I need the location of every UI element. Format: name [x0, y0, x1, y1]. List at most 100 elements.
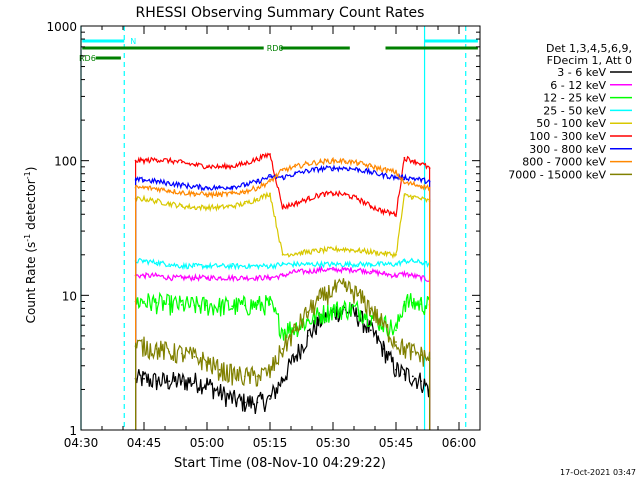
series-line-1 — [135, 303, 431, 430]
series-8 — [134, 156, 431, 430]
data-point — [403, 194, 406, 197]
data-point — [369, 171, 372, 174]
series-line-5 — [135, 191, 431, 430]
data-point — [281, 263, 284, 266]
data-point — [218, 193, 221, 196]
series-line-2 — [135, 265, 431, 430]
series-5 — [134, 191, 431, 430]
data-point — [231, 205, 234, 207]
data-point — [206, 206, 208, 209]
data-point — [218, 186, 221, 189]
data-point — [218, 265, 221, 267]
legend-label: 3 - 6 keV — [557, 66, 606, 79]
data-point — [256, 401, 259, 404]
data-point — [332, 159, 334, 162]
y-label-part-2: detector — [24, 179, 38, 234]
data-point — [332, 167, 334, 170]
legend-label: 12 - 25 keV — [543, 92, 606, 105]
y-label-exponent-1: -1 — [23, 234, 32, 242]
series-9 — [134, 278, 431, 430]
data-point — [395, 329, 397, 332]
data-point — [231, 398, 234, 400]
x-tick-label: 05:45 — [379, 436, 414, 450]
series-4 — [134, 257, 431, 430]
data-point — [180, 303, 183, 306]
data-point — [134, 178, 137, 181]
data-point — [411, 274, 414, 277]
data-point — [344, 263, 347, 266]
data-point — [134, 186, 137, 189]
data-point — [180, 161, 183, 164]
data-point — [269, 371, 271, 373]
data-point — [294, 172, 297, 175]
data-point — [243, 304, 246, 307]
y-tick-label: 100 — [54, 155, 77, 169]
x-tick-label: 04:45 — [127, 436, 162, 450]
data-point — [168, 276, 171, 279]
data-point — [143, 260, 145, 262]
data-point — [403, 176, 406, 179]
data-point — [357, 249, 360, 252]
data-point — [369, 165, 372, 168]
data-point — [180, 191, 183, 194]
data-point — [218, 305, 221, 308]
data-point — [357, 168, 360, 171]
data-point — [231, 165, 234, 168]
data-point — [332, 268, 334, 271]
data-point — [319, 297, 322, 300]
data-point — [411, 159, 414, 162]
data-point — [395, 176, 397, 179]
x-tick-label: 05:15 — [253, 436, 288, 450]
flag-bars: N RD0 RD6 — [79, 37, 478, 63]
data-point — [193, 164, 196, 166]
data-point — [193, 192, 196, 195]
data-point — [143, 300, 145, 303]
data-point — [256, 375, 259, 378]
data-point — [411, 177, 414, 180]
data-point — [382, 348, 385, 350]
data-point — [403, 260, 406, 262]
data-point — [256, 198, 259, 200]
data-point — [180, 276, 183, 279]
data-point — [369, 307, 372, 310]
y-label-part-1: Count Rate (s — [24, 242, 38, 324]
data-point — [306, 334, 309, 337]
data-point — [369, 205, 372, 207]
data-point — [357, 268, 360, 271]
legend-label: 300 - 800 keV — [529, 143, 606, 156]
data-point — [306, 251, 309, 253]
data-point — [269, 180, 271, 183]
y-tick-label: 10 — [62, 289, 77, 303]
data-point — [193, 265, 196, 267]
data-point — [193, 355, 196, 358]
data-point — [281, 329, 284, 332]
y-axis: 1 10 100 1000 — [46, 20, 480, 438]
data-point — [269, 153, 271, 155]
data-point — [231, 373, 234, 376]
data-point — [168, 380, 171, 383]
data-point — [218, 276, 221, 279]
data-point — [243, 202, 246, 205]
data-point — [168, 159, 171, 162]
data-point — [420, 261, 423, 264]
data-point — [168, 202, 171, 205]
data-point — [428, 186, 431, 189]
data-point — [269, 398, 271, 400]
data-point — [420, 276, 423, 279]
x-tick-label: 05:00 — [190, 436, 225, 450]
data-point — [332, 288, 334, 291]
data-point — [180, 352, 183, 355]
y-label-part-3: ) — [24, 167, 38, 172]
data-point — [369, 270, 372, 273]
data-point — [319, 263, 322, 266]
data-point — [281, 169, 284, 172]
data-point — [369, 263, 372, 266]
data-point — [143, 159, 145, 162]
series-line-4 — [135, 257, 431, 430]
data-point — [218, 368, 221, 371]
data-point — [155, 180, 158, 183]
data-point — [168, 182, 171, 185]
plot-area: N RD0 RD6 — [79, 25, 481, 431]
